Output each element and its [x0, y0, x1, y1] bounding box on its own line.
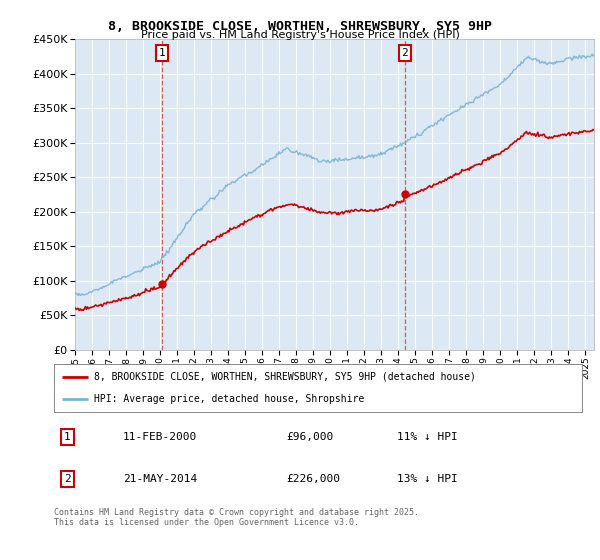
- Text: 8, BROOKSIDE CLOSE, WORTHEN, SHREWSBURY, SY5 9HP (detached house): 8, BROOKSIDE CLOSE, WORTHEN, SHREWSBURY,…: [94, 372, 475, 382]
- Text: £96,000: £96,000: [286, 432, 334, 442]
- Text: 1: 1: [158, 48, 166, 58]
- Text: 2: 2: [401, 48, 408, 58]
- Text: 2: 2: [64, 474, 71, 484]
- Text: Price paid vs. HM Land Registry's House Price Index (HPI): Price paid vs. HM Land Registry's House …: [140, 30, 460, 40]
- Text: HPI: Average price, detached house, Shropshire: HPI: Average price, detached house, Shro…: [94, 394, 364, 404]
- Text: Contains HM Land Registry data © Crown copyright and database right 2025.
This d: Contains HM Land Registry data © Crown c…: [54, 508, 419, 528]
- Text: 21-MAY-2014: 21-MAY-2014: [122, 474, 197, 484]
- Text: £226,000: £226,000: [286, 474, 340, 484]
- Text: 11-FEB-2000: 11-FEB-2000: [122, 432, 197, 442]
- Text: 1: 1: [64, 432, 71, 442]
- Text: 8, BROOKSIDE CLOSE, WORTHEN, SHREWSBURY, SY5 9HP: 8, BROOKSIDE CLOSE, WORTHEN, SHREWSBURY,…: [108, 20, 492, 32]
- Text: 13% ↓ HPI: 13% ↓ HPI: [397, 474, 458, 484]
- Text: 11% ↓ HPI: 11% ↓ HPI: [397, 432, 458, 442]
